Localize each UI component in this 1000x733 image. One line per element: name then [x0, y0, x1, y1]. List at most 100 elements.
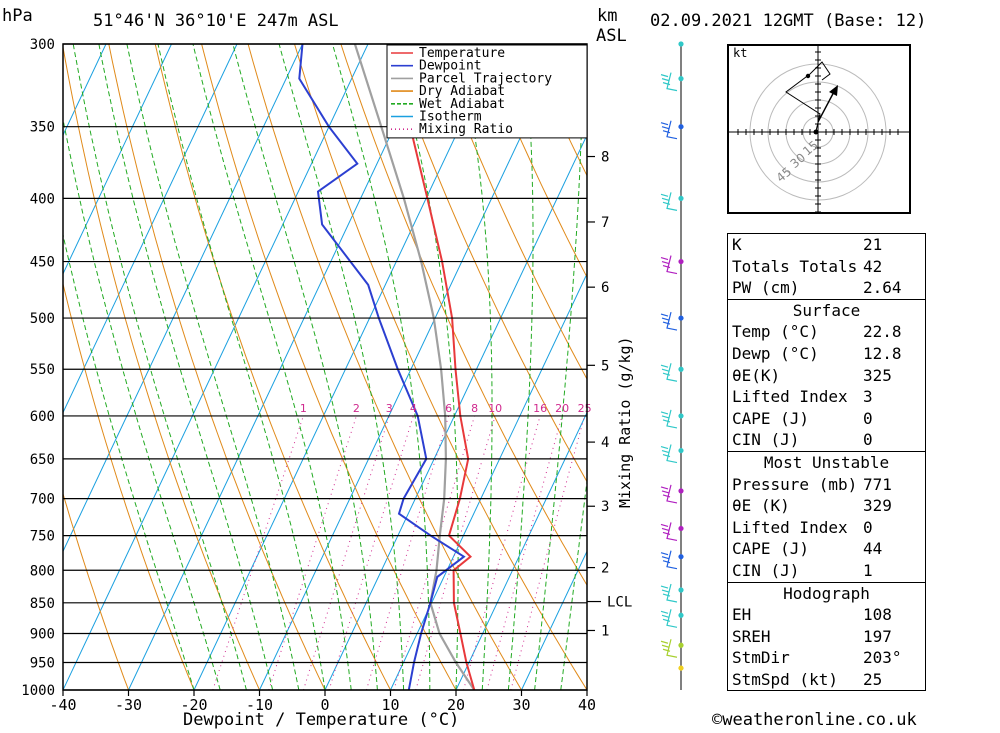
- index-label: Totals Totals: [732, 256, 858, 276]
- wind-level-dot: [678, 488, 684, 494]
- wind-barb: [660, 522, 678, 542]
- mu-title: Most Unstable: [763, 452, 890, 472]
- mixing-ratio-line: [303, 415, 390, 690]
- x-tick-label: 10: [381, 696, 399, 714]
- index-row: CAPE (J) 44: [728, 538, 925, 560]
- wind-barb: [660, 120, 678, 140]
- wet-adiabat-line: [192, 44, 352, 690]
- index-label: StmDir: [732, 648, 790, 668]
- dry-adiabat-line: [479, 44, 587, 279]
- wind-barb: [660, 255, 678, 275]
- mixing-ratio-line: [268, 415, 357, 690]
- mixing-ratio-label: 1: [300, 402, 307, 415]
- index-row: EH 108: [728, 604, 925, 626]
- legend-box: [386, 44, 588, 139]
- pressure-tick-label: 1000: [21, 683, 55, 699]
- index-value: 22.8: [863, 322, 902, 342]
- surface-box: Surface Temp (°C) 22.8 Dewp (°C) 12.8 θE(K) 32…: [727, 299, 926, 452]
- km-tick-label: 3: [601, 499, 609, 515]
- isotherm-line: [128, 44, 434, 690]
- x-tick-label: 30: [512, 696, 530, 714]
- index-row: K 21: [728, 234, 925, 256]
- wind-barb: [660, 72, 678, 92]
- wind-barb: [660, 444, 678, 464]
- km-unit: km: [597, 6, 618, 26]
- datetime-title: 02.09.2021 12GMT (Base: 12): [650, 11, 927, 31]
- index-value: 42: [863, 256, 883, 276]
- index-label: StmSpd (kt): [732, 669, 838, 689]
- plot-frame: [62, 43, 588, 691]
- pressure-tick-label: 450: [30, 255, 55, 271]
- isotherm-line: [259, 44, 565, 690]
- wet-adiabat-line: [157, 44, 326, 690]
- index-value: 197: [863, 626, 892, 646]
- km-tick-label: 6: [601, 280, 609, 296]
- pressure-tick-label: 500: [30, 311, 55, 327]
- indices-table: K 21 Totals Totals 42 PW (cm) 2.64 Surface Temp…: [727, 233, 926, 692]
- isotherm-line: [63, 44, 172, 275]
- wet-adiabat-line: [534, 44, 584, 690]
- mixing-ratio-label: 20: [555, 402, 569, 415]
- mixing-ratio-label: 25: [578, 402, 592, 415]
- index-label: Pressure (mb): [732, 474, 858, 494]
- hodograph-panel: kt 15 30 45: [727, 44, 911, 214]
- wind-level-dot: [678, 366, 684, 372]
- index-value: 203°: [863, 648, 902, 668]
- wind-level-dot: [678, 124, 684, 130]
- dry-adiabat-line: [63, 492, 129, 690]
- index-value: 3: [863, 387, 873, 407]
- hodograph-ring-label: 45: [774, 164, 795, 185]
- index-row: Lifted Index 0: [728, 517, 925, 539]
- wind-level-dot: [678, 76, 684, 82]
- hodograph-point: [805, 73, 811, 79]
- x-tick-label: -20: [180, 696, 207, 714]
- location-title: 51°46'N 36°10'E 247m ASL: [93, 11, 339, 31]
- pressure-tick-label: 800: [30, 563, 55, 579]
- legend-entry: Parcel Trajectory: [419, 71, 552, 86]
- index-row: SREH 197: [728, 626, 925, 648]
- x-tick-label: 20: [447, 696, 465, 714]
- wind-level-dot: [678, 665, 684, 671]
- wind-level-dot: [678, 315, 684, 321]
- lcl-label: LCL: [607, 595, 632, 611]
- index-row: Totals Totals 42: [728, 256, 925, 278]
- index-label: θE(K): [732, 365, 781, 385]
- x-tick-label: 40: [578, 696, 596, 714]
- index-value: 44: [863, 539, 883, 559]
- isotherm-line: [324, 133, 587, 690]
- index-row: CIN (J) 1: [728, 560, 925, 582]
- mixing-ratio-label: 16: [533, 402, 547, 415]
- asl-unit: ASL: [596, 26, 627, 46]
- mixing-ratio-label: 6: [445, 402, 452, 415]
- km-tick-label: 4: [601, 435, 609, 451]
- index-label: Temp (°C): [732, 322, 819, 342]
- index-label: CAPE (J): [732, 539, 810, 559]
- pressure-tick-label: 400: [30, 191, 55, 207]
- wind-barb: [660, 484, 678, 504]
- mixing-ratio-label: 2: [353, 402, 360, 415]
- wind-level-dot: [678, 413, 684, 419]
- wind-barb: [660, 363, 678, 382]
- pressure-tick-label: 650: [30, 452, 55, 468]
- index-label: Lifted Index: [732, 387, 848, 407]
- index-value: 25: [863, 669, 883, 689]
- hodograph-trace: [785, 61, 831, 132]
- index-value: 0: [863, 430, 873, 450]
- credit: ©weatheronline.co.uk: [712, 710, 917, 730]
- wind-barb: [660, 192, 678, 211]
- km-tick-label: 7: [601, 215, 609, 231]
- mixing-ratio-label: 3: [386, 402, 393, 415]
- index-value: 0: [863, 408, 873, 428]
- x-tick-label: -30: [115, 696, 142, 714]
- km-tick-label: 8: [601, 150, 609, 166]
- wet-adiabat-line: [458, 44, 493, 690]
- dry-adiabat-line: [991, 44, 1000, 690]
- pressure-tick-label: 300: [30, 37, 55, 53]
- index-value: 108: [863, 605, 892, 625]
- mixing-ratio-line: [365, 415, 450, 690]
- legend-entry: Dewpoint: [419, 59, 482, 74]
- hpa-unit: hPa: [2, 6, 33, 26]
- wind-barb: [660, 409, 678, 429]
- wet-adiabat-line: [560, 477, 587, 690]
- pressure-tick-label: 600: [30, 409, 55, 425]
